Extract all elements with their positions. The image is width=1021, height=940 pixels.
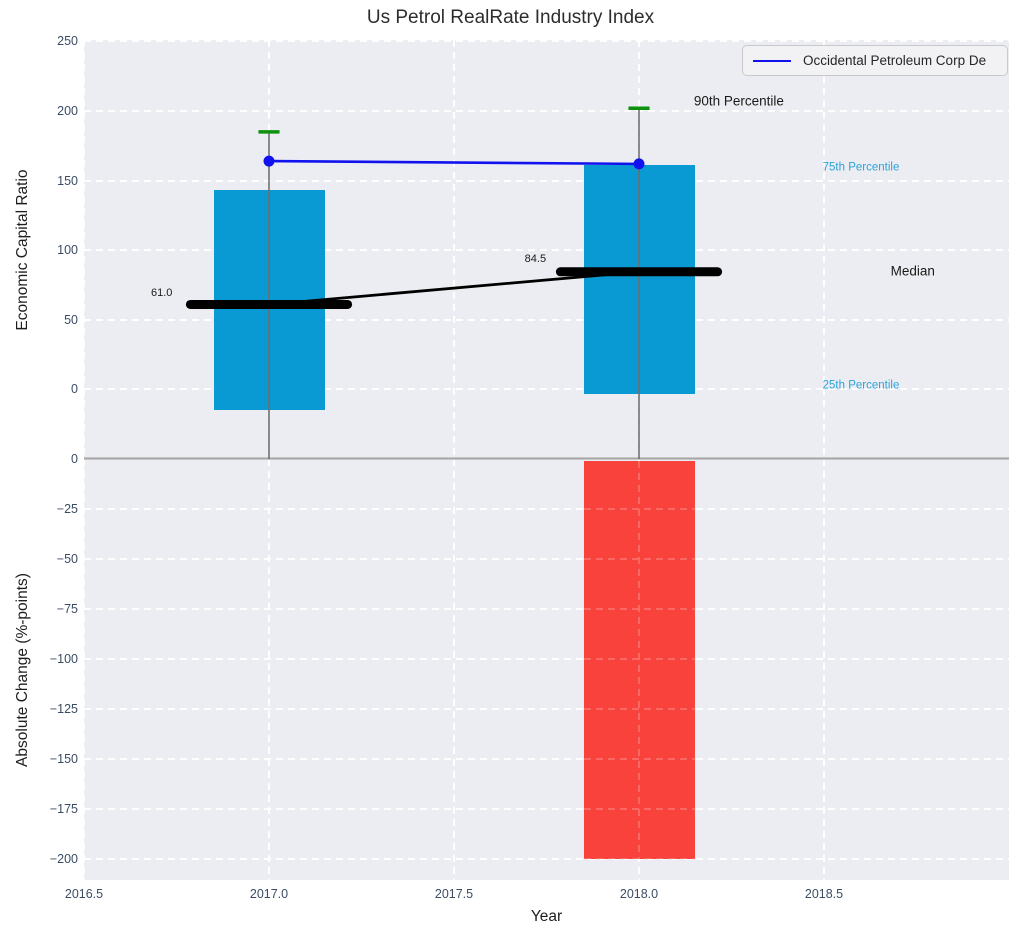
annotation-90th-percentile: 90th Percentile bbox=[693, 93, 784, 109]
gridline-h-0 bbox=[84, 388, 1009, 391]
gridline-h-250 bbox=[84, 40, 1009, 43]
y-tick-bottom-100: −100 bbox=[49, 652, 78, 666]
gridline-v-2017.5 bbox=[453, 459, 455, 880]
annotation-61.0: 61.0 bbox=[150, 287, 173, 300]
y-tick-bottom-75: −75 bbox=[56, 602, 78, 616]
gridline-h-100 bbox=[84, 658, 1009, 660]
y-tick-bottom-25: −25 bbox=[56, 502, 78, 516]
y-tick-top-50: 50 bbox=[64, 312, 78, 327]
chart-title: Us Petrol RealRate Industry Index bbox=[366, 7, 655, 28]
legend-line-sample-icon bbox=[753, 59, 791, 62]
gridline-h-150 bbox=[84, 179, 1009, 182]
gridline-h-25 bbox=[84, 508, 1009, 510]
x-tick-2017.5: 2017.5 bbox=[434, 887, 474, 901]
gridline-h-100 bbox=[84, 249, 1009, 252]
gridline-v-2018.5 bbox=[823, 40, 825, 459]
x-tick-2017.0: 2017.0 bbox=[249, 887, 289, 901]
y-tick-bottom-125: −125 bbox=[49, 702, 78, 716]
annotation-75th-percentile: 75th Percentile bbox=[822, 161, 900, 174]
change-bar-2018 bbox=[583, 460, 695, 859]
axis-boundary-line bbox=[84, 456, 1009, 460]
gridline-h-150 bbox=[84, 758, 1009, 760]
y-tick-top-250: 250 bbox=[57, 34, 78, 49]
x-tick-2016.5: 2016.5 bbox=[64, 887, 104, 901]
annotation-25th-percentile: 25th Percentile bbox=[822, 379, 900, 392]
x-tick-2018.0: 2018.0 bbox=[619, 887, 659, 901]
gridline-h-50 bbox=[84, 558, 1009, 560]
bottom-plot-area bbox=[84, 459, 1009, 880]
gridline-v-2018.5 bbox=[823, 459, 825, 880]
box-2018 bbox=[583, 164, 695, 394]
y-tick-top-200: 200 bbox=[57, 103, 78, 118]
gridline-v-2016.5 bbox=[84, 40, 85, 459]
y-tick-bottom-175: −175 bbox=[49, 802, 78, 816]
y-tick-top-100: 100 bbox=[57, 243, 78, 258]
x-tick-2018.5: 2018.5 bbox=[804, 887, 844, 901]
y-tick-bottom-150: −150 bbox=[49, 752, 78, 766]
gridline-h-200 bbox=[84, 858, 1009, 860]
gridline-v-2017.0 bbox=[268, 459, 270, 880]
gridline-h-0 bbox=[84, 459, 1009, 460]
gridline-v-2017.5 bbox=[453, 40, 455, 459]
y-tick-top-150: 150 bbox=[57, 173, 78, 188]
y-tick-bottom-0: 0 bbox=[71, 452, 78, 466]
gridline-v-2016.5 bbox=[84, 459, 85, 880]
top-plot-area bbox=[84, 40, 1009, 459]
y-tick-top-0: 0 bbox=[71, 382, 78, 397]
gridline-h-175 bbox=[84, 808, 1009, 810]
y-tick-bottom-200: −200 bbox=[49, 852, 78, 866]
annotation-84.5: 84.5 bbox=[524, 252, 547, 265]
legend-label: Occidental Petroleum Corp De bbox=[803, 53, 987, 68]
y-tick-bottom-50: −50 bbox=[56, 552, 78, 566]
x-axis-label: Year bbox=[530, 908, 563, 925]
gridline-h-50 bbox=[84, 318, 1009, 321]
gridline-h-200 bbox=[84, 109, 1009, 112]
box-2017 bbox=[213, 190, 325, 411]
gridline-h-75 bbox=[84, 608, 1009, 610]
annotation-median: Median bbox=[890, 263, 935, 279]
legend: Occidental Petroleum Corp De bbox=[742, 45, 1008, 76]
gridline-h-125 bbox=[84, 708, 1009, 710]
